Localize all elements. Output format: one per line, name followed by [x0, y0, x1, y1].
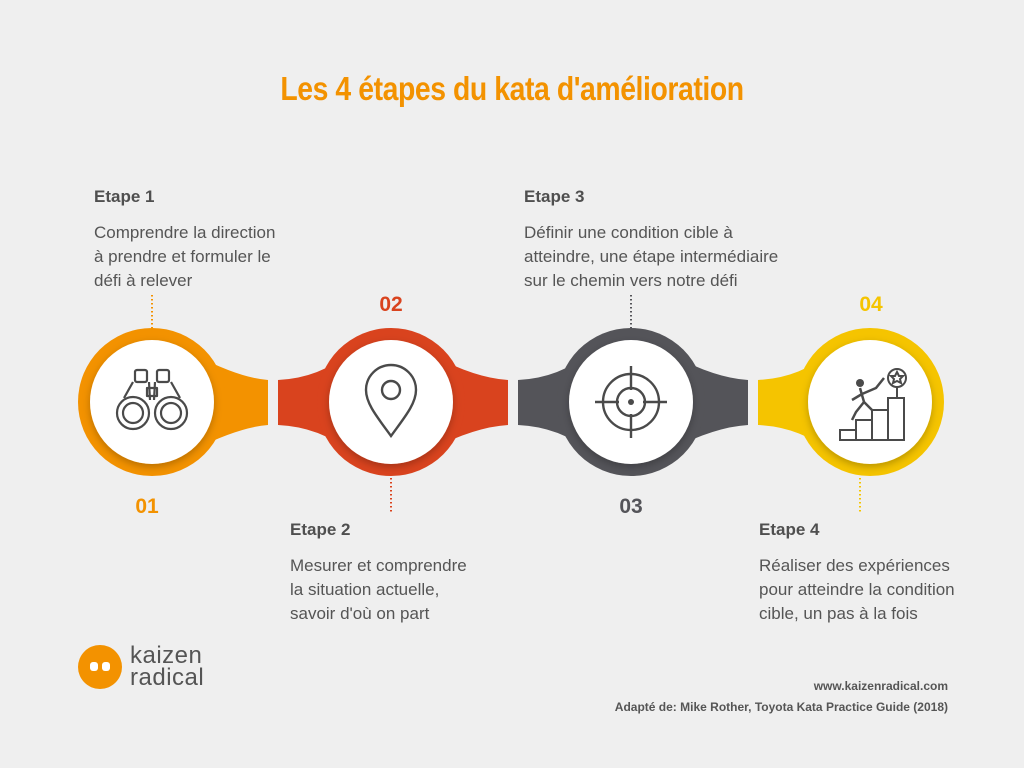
footer-source: Adapté de: Mike Rother, Toyota Kata Prac…: [614, 700, 948, 714]
step-2-description: Mesurer et comprendre la situation actue…: [290, 556, 467, 623]
step-2-segment: [278, 328, 508, 476]
step-3-text: Etape 3 Définir une condition cible à at…: [524, 187, 844, 293]
logo-line-1: kaizen: [130, 642, 203, 669]
step-2-number: 02: [379, 293, 403, 316]
step-3-number: 03: [619, 495, 643, 518]
logo-line-2: radical: [130, 664, 205, 691]
location-pin-icon: [364, 363, 418, 439]
target-crosshair-icon: [595, 366, 667, 438]
step-3-label: Etape 3: [524, 187, 585, 206]
step-3-segment: [518, 328, 748, 476]
step-1-description: Comprendre la direction à prendre et for…: [94, 223, 276, 290]
step-1-text: Etape 1 Comprendre la direction à prendr…: [94, 187, 364, 293]
logo-wordmark: kaizen radical: [130, 642, 205, 691]
step-4-description: Réaliser des expériences pour atteindre …: [759, 556, 955, 623]
step-3-description: Définir une condition cible à atteindre,…: [524, 223, 779, 290]
step-2-label: Etape 2: [290, 520, 351, 539]
logo-face-icon: [78, 645, 122, 689]
step-1-label: Etape 1: [94, 187, 155, 206]
step-4-label: Etape 4: [759, 520, 820, 539]
step-4-text: Etape 4 Réaliser des expériences pour at…: [759, 520, 1024, 626]
step-4-number: 04: [859, 293, 883, 316]
step-1-number: 01: [135, 495, 159, 518]
step-1-segment: [78, 328, 268, 476]
step-2-text: Etape 2 Mesurer et comprendre la situati…: [290, 520, 560, 626]
footer-website: www.kaizenradical.com: [813, 679, 948, 693]
binoculars-icon: [115, 368, 189, 431]
page-title: Les 4 étapes du kata d'amélioration: [280, 70, 744, 107]
climbing-stairs-trophy-icon: [839, 368, 907, 441]
kaizen-radical-logo: kaizen radical: [78, 642, 205, 691]
step-4-segment: [758, 328, 944, 476]
